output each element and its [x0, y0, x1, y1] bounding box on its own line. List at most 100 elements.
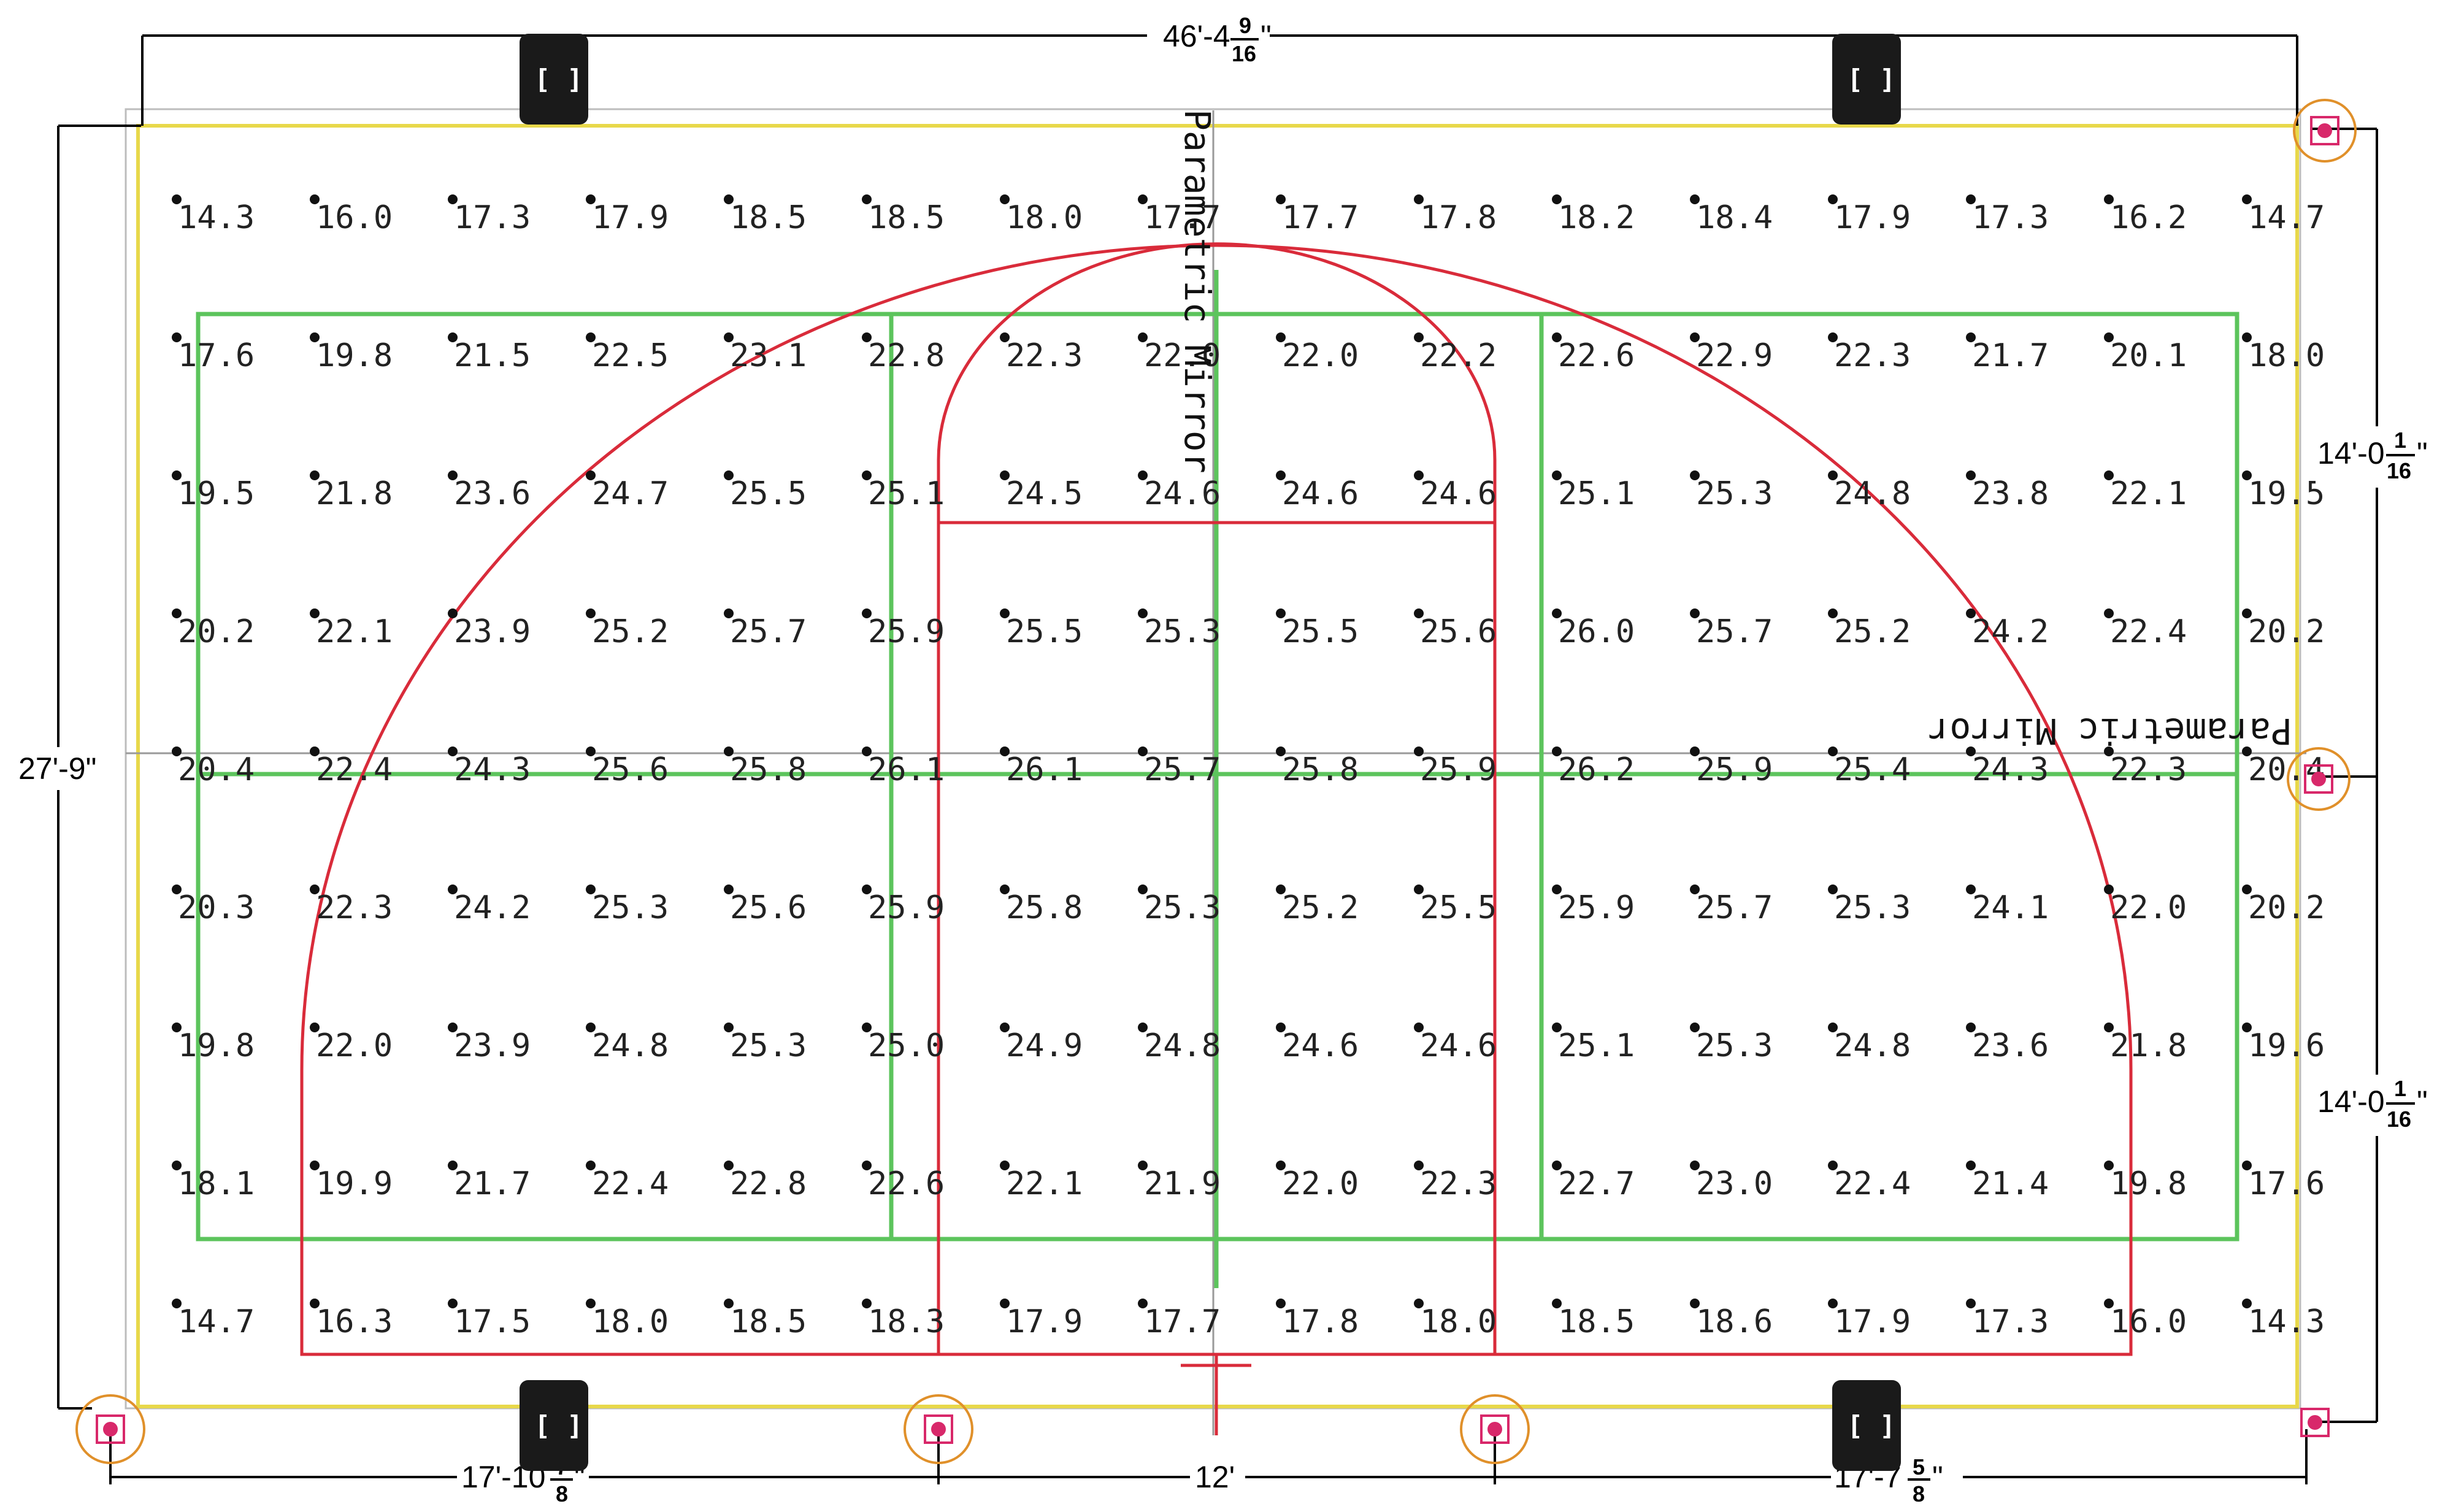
- grid-point-dot: [1000, 332, 1010, 342]
- grid-point-dot: [2242, 608, 2252, 618]
- svg-text:[ ]: [ ]: [534, 1410, 583, 1441]
- grid-point-value: 25.8: [730, 751, 807, 788]
- grid-point-dot: [310, 194, 320, 204]
- grid-point: 25.8: [724, 746, 807, 788]
- grid-point-dot: [1552, 194, 1562, 204]
- grid-point: 24.9: [1000, 1023, 1083, 1064]
- grid-point-value: 26.0: [1558, 613, 1635, 650]
- grid-point: 17.9: [586, 194, 669, 236]
- grid-point-dot: [1552, 746, 1562, 756]
- grid-point-value: 18.6: [1696, 1303, 1773, 1340]
- grid-point-value: 24.6: [1420, 475, 1497, 512]
- grid-point-value: 22.4: [2110, 613, 2187, 650]
- grid-point: 25.3: [586, 885, 669, 926]
- grid-point: 25.7: [1138, 746, 1221, 788]
- grid-point-dot: [586, 1023, 596, 1032]
- dim-left-label-bg: [13, 747, 106, 790]
- grid-point-dot: [1828, 194, 1838, 204]
- svg-text:[ ]: [ ]: [534, 64, 583, 95]
- grid-point: 25.5: [1000, 608, 1083, 650]
- grid-point-dot: [448, 1161, 458, 1170]
- grid-point: 14.3: [172, 194, 255, 236]
- grid-point-value: 14.7: [178, 1303, 255, 1340]
- grid-point-value: 20.2: [178, 613, 255, 650]
- grid-point-dot: [1828, 470, 1838, 480]
- grid-point: 18.0: [2242, 332, 2325, 374]
- grid-point-value: 24.8: [1144, 1027, 1221, 1064]
- grid-point-dot: [1966, 470, 1976, 480]
- grid-point-value: 22.4: [1834, 1165, 1911, 1202]
- dim-bottom-left-den: 8: [556, 1481, 568, 1506]
- grid-point-value: 22.8: [868, 337, 945, 374]
- grid-point: 21.7: [448, 1161, 531, 1202]
- dim-bottom-right-den: 8: [1913, 1481, 1925, 1506]
- bracket-marker-bottom-right: [ ]: [1832, 1380, 1901, 1471]
- grid-point: 24.7: [586, 470, 669, 512]
- grid-point-dot: [2242, 470, 2252, 480]
- grid-point-value: 24.3: [1972, 751, 2049, 788]
- grid-point-value: 23.6: [1972, 1027, 2049, 1064]
- dim-right-upper-suffix: ": [2417, 436, 2428, 470]
- grid-point-dot: [310, 746, 320, 756]
- grid-point: 25.5: [1414, 885, 1497, 926]
- grid-point-dot: [724, 885, 734, 894]
- grid-point-value: 19.5: [2248, 475, 2325, 512]
- grid-point-dot: [172, 1161, 182, 1170]
- grid-point-value: 22.0: [1282, 337, 1359, 374]
- grid-point: 25.2: [1828, 608, 1911, 650]
- grid-point-value: 23.8: [1972, 475, 2049, 512]
- grid-point: 21.5: [448, 332, 531, 374]
- grid-point-dot: [172, 194, 182, 204]
- grid-point: 22.4: [586, 1161, 669, 1202]
- grid-point: 23.6: [1966, 1023, 2049, 1064]
- grid-point-value: 18.5: [868, 199, 945, 236]
- grid-point-value: 25.9: [1558, 889, 1635, 926]
- grid-point-value: 21.4: [1972, 1165, 2049, 1202]
- grid-point: 20.2: [2242, 608, 2325, 650]
- grid-point: 25.1: [1552, 470, 1635, 512]
- grid-point-value: 25.3: [1696, 475, 1773, 512]
- grid-point-value: 22.7: [1558, 1165, 1635, 1202]
- grid-point-dot: [1138, 1299, 1148, 1308]
- dim-right-lower-bg: [2316, 1075, 2437, 1136]
- grid-point-dot: [724, 470, 734, 480]
- dim-top-num: 9: [1239, 13, 1251, 38]
- grid-point: 25.2: [586, 608, 669, 650]
- grid-point: 23.9: [448, 608, 531, 650]
- grid-point-value: 25.5: [1420, 889, 1497, 926]
- dim-right-upper-bg: [2316, 426, 2437, 488]
- grid-point-value: 24.8: [592, 1027, 669, 1064]
- grid-point: 22.0: [1276, 1161, 1359, 1202]
- grid-point-value: 17.9: [592, 199, 669, 236]
- grid-point-dot: [2104, 746, 2114, 756]
- grid-point-dot: [862, 194, 872, 204]
- grid-point-dot: [1552, 1299, 1562, 1308]
- grid-point-value: 25.2: [592, 613, 669, 650]
- grid-point-value: 22.4: [316, 751, 393, 788]
- grid-point-dot: [1966, 1299, 1976, 1308]
- grid-point: 26.1: [1000, 746, 1083, 788]
- grid-point: 25.6: [1414, 608, 1497, 650]
- grid-point-dot: [1828, 885, 1838, 894]
- grid-point-dot: [1690, 1023, 1700, 1032]
- grid-point: 19.9: [310, 1161, 393, 1202]
- grid-point-value: 25.1: [1558, 475, 1635, 512]
- grid-point-dot: [1690, 1161, 1700, 1170]
- grid-point-value: 25.6: [730, 889, 807, 926]
- grid-point-value: 22.0: [1144, 337, 1221, 374]
- grid-point: 17.8: [1276, 1299, 1359, 1340]
- grid-point: 25.2: [1276, 885, 1359, 926]
- grid-point-value: 19.8: [316, 337, 393, 374]
- grid-point: 18.0: [1414, 1299, 1497, 1340]
- grid-point-dot: [724, 608, 734, 618]
- grid-point: 25.9: [1552, 885, 1635, 926]
- grid-point-value: 22.2: [1420, 337, 1497, 374]
- fixture-right-mid: [2287, 747, 2351, 811]
- grid-point-value: 22.0: [2110, 889, 2187, 926]
- grid-point-dot: [448, 332, 458, 342]
- grid-point-value: 22.0: [316, 1027, 393, 1064]
- grid-point-value: 17.3: [454, 199, 531, 236]
- grid-point: 25.8: [1276, 746, 1359, 788]
- dim-right-lower-den: 16: [2387, 1107, 2411, 1132]
- dim-right-upper-num: 1: [2394, 428, 2406, 453]
